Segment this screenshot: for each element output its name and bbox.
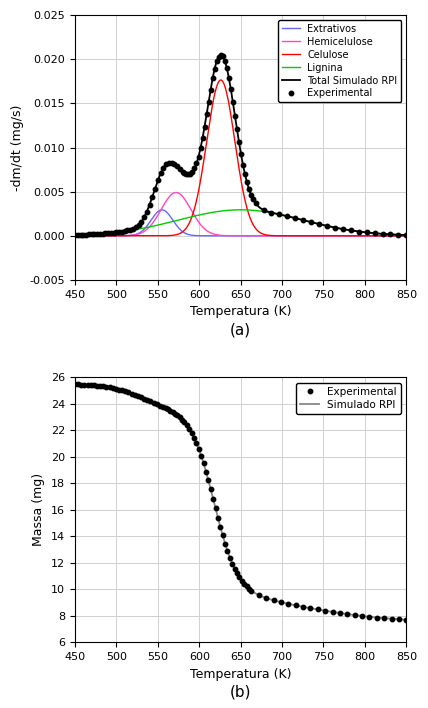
Hemicelulose	[362, 232, 367, 240]
Simulado RPI	[199, 455, 205, 463]
Simulado RPI	[110, 384, 116, 392]
Experimental	[286, 600, 291, 608]
Experimental	[151, 399, 156, 407]
Extrativos	[72, 232, 77, 240]
Extrativos	[159, 205, 164, 214]
Hemicelulose	[130, 231, 135, 239]
Celulose	[214, 83, 219, 91]
Experimental	[116, 385, 122, 394]
Total Simulado RPI	[214, 58, 219, 67]
Experimental	[196, 445, 202, 453]
Lignina	[199, 210, 205, 219]
Line: Simulado RPI: Simulado RPI	[75, 384, 406, 620]
Line: Experimental: Experimental	[73, 52, 409, 237]
Total Simulado RPI	[404, 231, 409, 239]
Extrativos	[130, 231, 135, 239]
Experimental	[404, 615, 409, 624]
Lignina	[72, 231, 77, 239]
Extrativos	[110, 232, 116, 240]
Line: Celulose: Celulose	[75, 80, 406, 236]
Experimental	[404, 231, 409, 239]
Extrativos	[397, 232, 402, 240]
Lignina	[110, 229, 116, 237]
Extrativos	[214, 232, 219, 240]
Y-axis label: Massa (mg): Massa (mg)	[33, 473, 45, 547]
Line: Extrativos: Extrativos	[75, 210, 406, 236]
Celulose	[72, 232, 77, 240]
Hemicelulose	[404, 232, 409, 240]
Total Simulado RPI	[397, 231, 402, 239]
Line: Lignina: Lignina	[75, 210, 406, 235]
Experimental	[119, 227, 125, 236]
Text: (b): (b)	[230, 685, 251, 700]
Line: Experimental: Experimental	[73, 382, 409, 622]
Simulado RPI	[214, 508, 219, 516]
Hemicelulose	[214, 230, 219, 239]
Lignina	[130, 226, 135, 234]
Simulado RPI	[397, 615, 402, 624]
Simulado RPI	[362, 612, 367, 620]
Experimental	[179, 416, 184, 424]
Celulose	[362, 232, 367, 240]
Extrativos	[404, 232, 409, 240]
Experimental	[72, 231, 77, 239]
Legend: Extrativos, Hemicelulose, Celulose, Lignina, Total Simulado RPI, Experimental: Extrativos, Hemicelulose, Celulose, Lign…	[278, 20, 401, 103]
Hemicelulose	[110, 232, 116, 240]
Celulose	[218, 76, 223, 84]
Total Simulado RPI	[218, 50, 223, 59]
X-axis label: Temperatura (K): Temperatura (K)	[190, 305, 291, 318]
Y-axis label: -dm/dt (mg/s): -dm/dt (mg/s)	[11, 104, 24, 190]
Celulose	[397, 232, 402, 240]
Celulose	[199, 167, 205, 176]
Total Simulado RPI	[199, 137, 205, 145]
X-axis label: Temperatura (K): Temperatura (K)	[190, 668, 291, 680]
Extrativos	[199, 232, 205, 240]
Text: (a): (a)	[230, 322, 251, 337]
Total Simulado RPI	[110, 229, 116, 237]
Experimental	[83, 230, 89, 239]
Lignina	[238, 205, 243, 214]
Experimental	[72, 380, 77, 389]
Celulose	[130, 232, 135, 240]
Experimental	[242, 170, 247, 178]
Celulose	[404, 232, 409, 240]
Legend: Experimental, Simulado RPI: Experimental, Simulado RPI	[296, 382, 401, 414]
Extrativos	[362, 232, 367, 240]
Experimental	[244, 178, 250, 187]
Hemicelulose	[199, 222, 205, 231]
Total Simulado RPI	[72, 231, 77, 239]
Total Simulado RPI	[130, 224, 135, 233]
Hemicelulose	[173, 188, 178, 197]
Simulado RPI	[72, 380, 77, 389]
Celulose	[110, 232, 116, 240]
Lignina	[362, 228, 367, 236]
Line: Hemicelulose: Hemicelulose	[75, 193, 406, 236]
Lignina	[214, 207, 219, 216]
Lignina	[397, 231, 402, 239]
Lignina	[404, 231, 409, 239]
Experimental	[132, 391, 137, 399]
Experimental	[232, 111, 238, 120]
Simulado RPI	[130, 389, 135, 398]
Simulado RPI	[404, 615, 409, 624]
Total Simulado RPI	[362, 228, 367, 236]
Experimental	[218, 50, 223, 59]
Hemicelulose	[72, 232, 77, 240]
Experimental	[236, 137, 241, 146]
Hemicelulose	[397, 232, 402, 240]
Line: Total Simulado RPI: Total Simulado RPI	[75, 55, 406, 235]
